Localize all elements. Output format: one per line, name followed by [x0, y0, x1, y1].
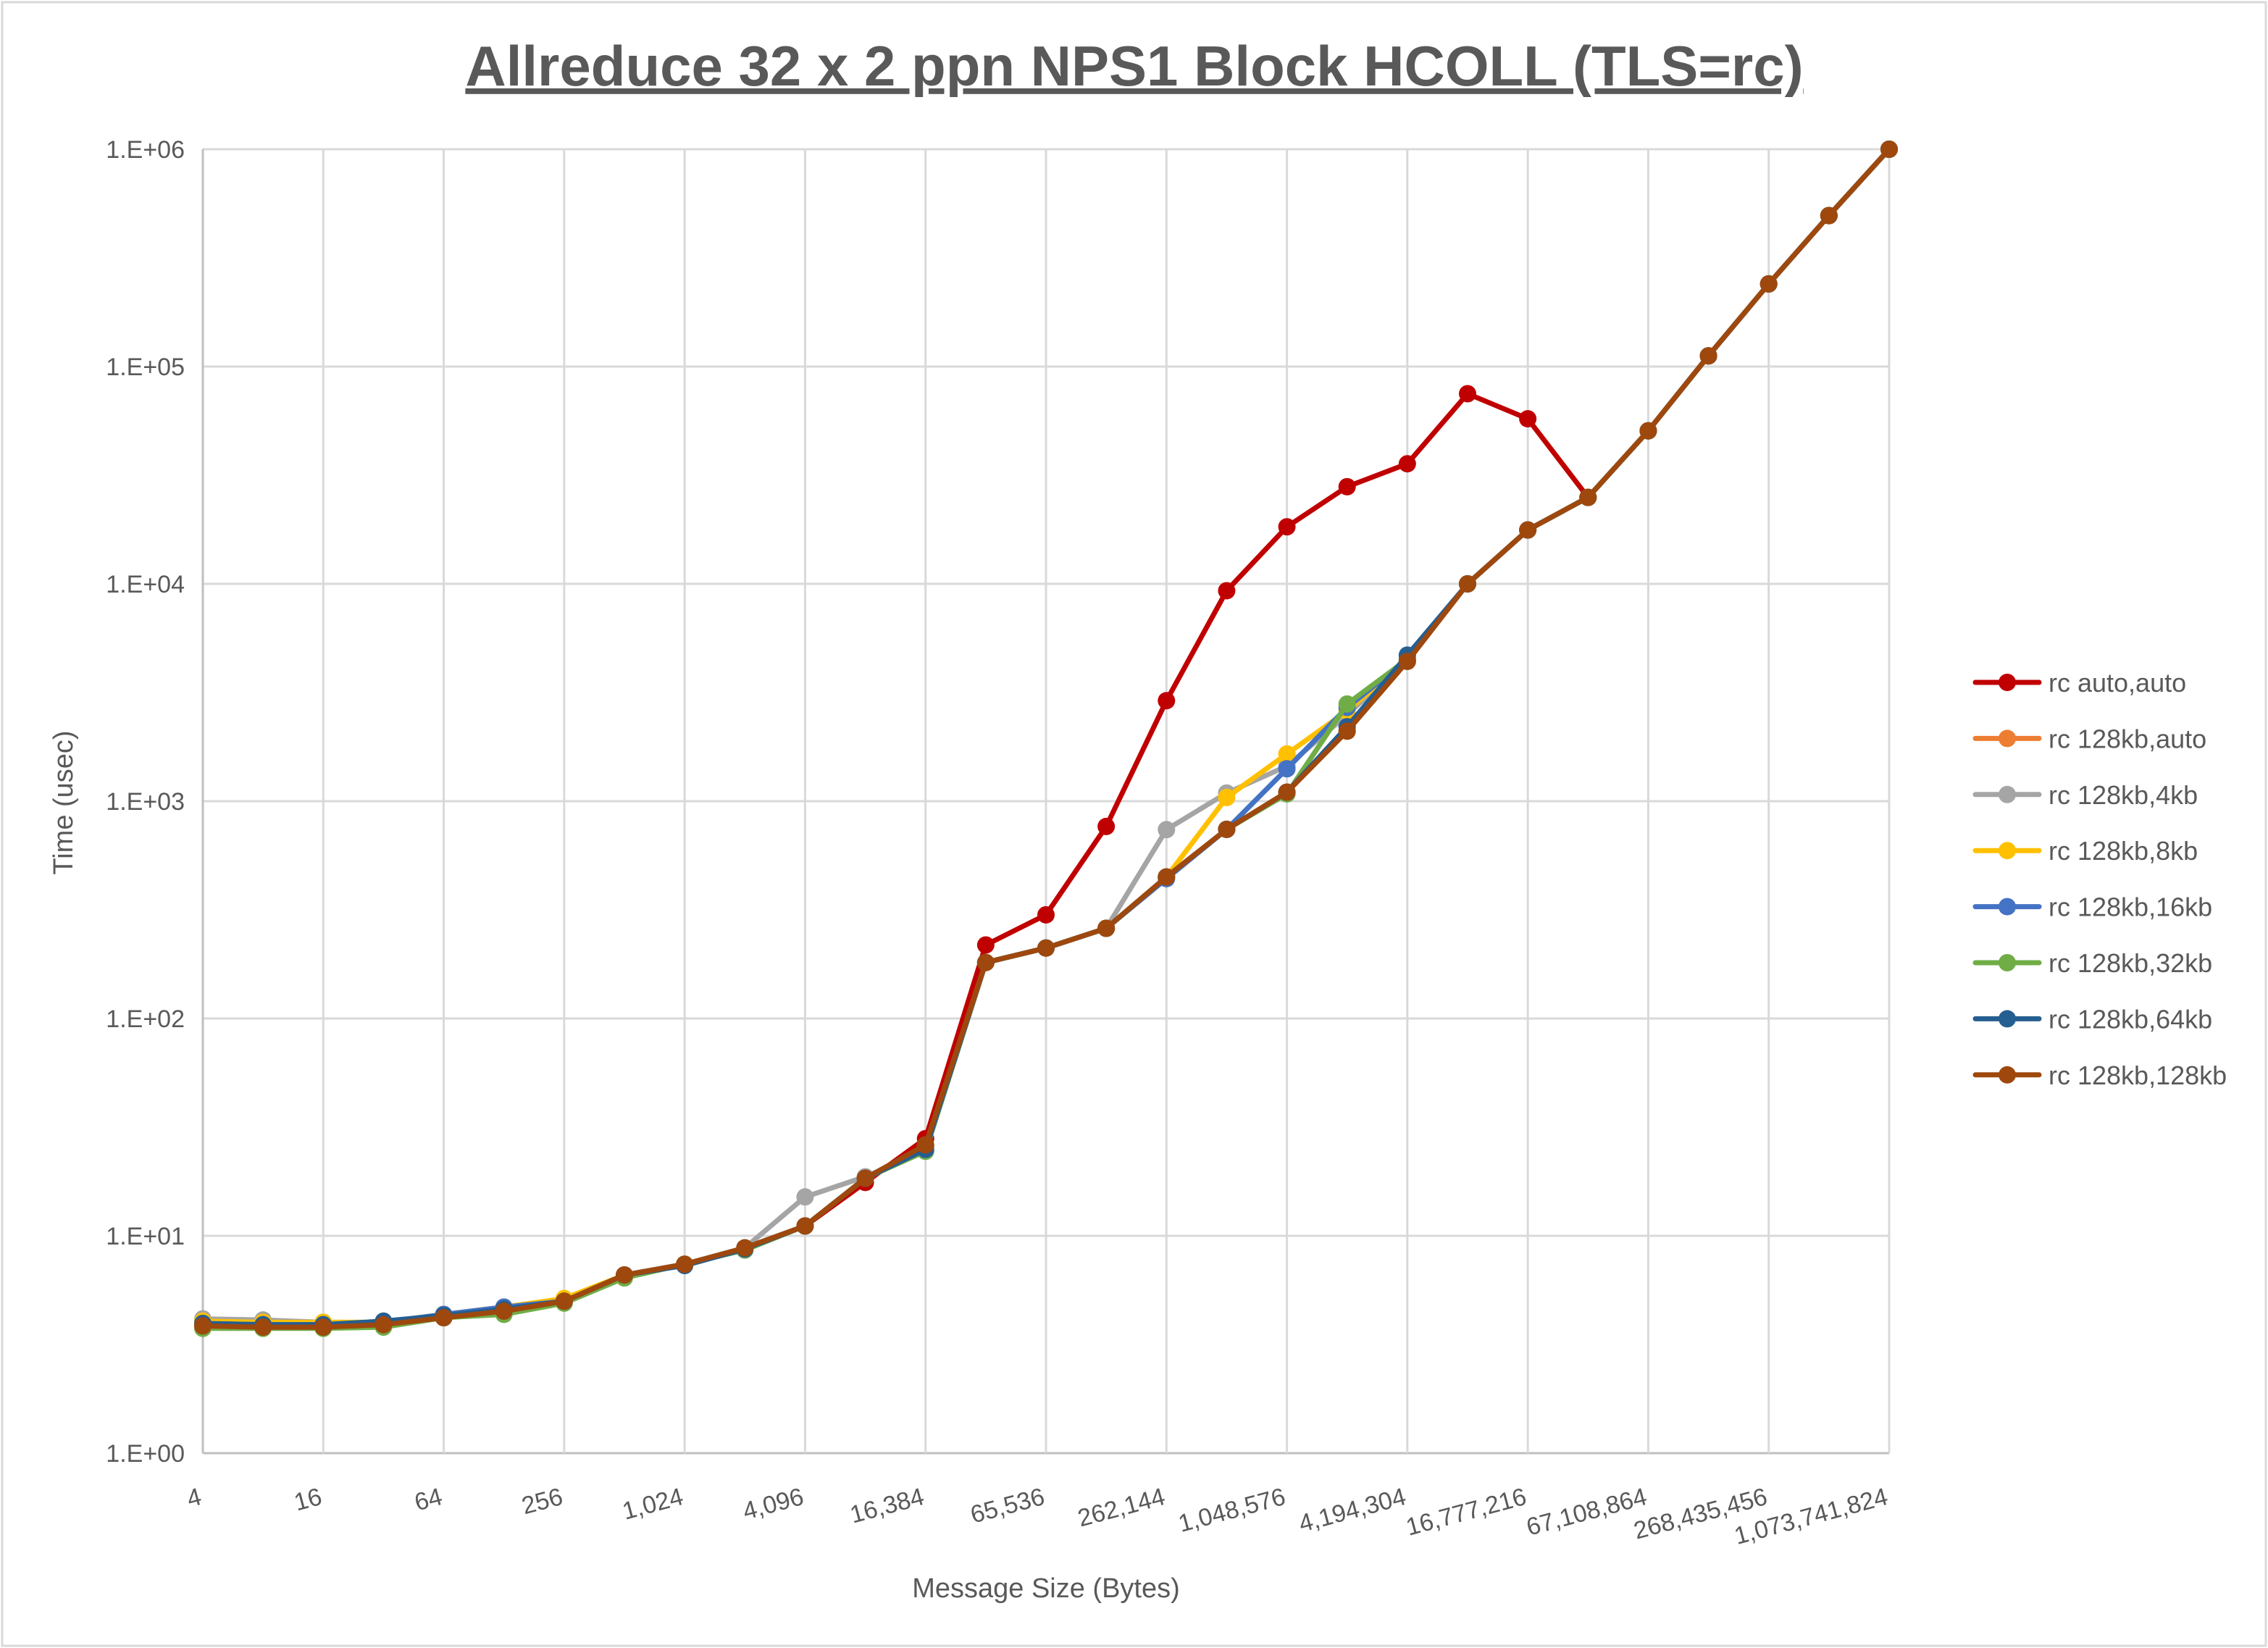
data-point — [1398, 652, 1416, 670]
legend-marker — [1999, 1066, 2016, 1084]
y-tick-label: 1.E+05 — [106, 354, 185, 381]
data-point — [1218, 788, 1236, 806]
data-point — [314, 1318, 332, 1337]
data-point — [1459, 385, 1476, 403]
y-tick-label: 1.E+00 — [106, 1440, 185, 1468]
data-point — [856, 1169, 874, 1187]
data-point — [1338, 695, 1356, 713]
legend-entry: rc 128kb,auto — [1972, 724, 2206, 753]
data-point — [1880, 141, 1898, 158]
data-point — [374, 1316, 393, 1334]
data-point — [1699, 347, 1717, 365]
data-point — [1639, 422, 1657, 440]
data-point — [616, 1266, 633, 1284]
legend-entry: rc 128kb,4kb — [1972, 780, 2198, 810]
legend-entry: rc 128kb,64kb — [1972, 1004, 2212, 1034]
data-point — [1759, 275, 1778, 293]
data-point — [1338, 722, 1356, 740]
data-point — [1097, 919, 1116, 937]
legend-entry: rc 128kb,16kb — [1972, 892, 2212, 922]
data-point — [1218, 820, 1236, 838]
legend-entry: rc 128kb,128kb — [1972, 1061, 2227, 1090]
data-point — [1037, 939, 1055, 957]
data-point — [435, 1309, 453, 1327]
data-point — [916, 1136, 934, 1154]
series-rc-128kb-128kb — [194, 141, 1898, 1337]
data-point — [796, 1188, 814, 1206]
legend-label: rc 128kb,8kb — [2049, 836, 2198, 866]
y-tick-label: 1.E+04 — [106, 571, 185, 598]
data-point — [1158, 868, 1176, 886]
data-point — [1579, 488, 1597, 506]
grid — [201, 148, 1891, 1455]
legend-label: rc 128kb,auto — [2049, 724, 2206, 753]
legend-marker — [1999, 785, 2016, 803]
legend: rc auto,auto rc 128kb,auto rc 128kb,4kb rc … — [1972, 668, 2227, 1090]
legend-label: rc 128kb,4kb — [2049, 780, 2198, 810]
y-tick-label: 1.E+02 — [106, 1005, 185, 1033]
data-point — [254, 1318, 272, 1337]
data-point — [1037, 905, 1055, 924]
data-point — [555, 1292, 573, 1310]
data-point — [976, 953, 995, 971]
legend-label: rc 128kb,16kb — [2049, 892, 2212, 922]
legend-label: rc 128kb,64kb — [2049, 1004, 2212, 1034]
legend-marker — [1999, 674, 2016, 691]
data-point — [1218, 582, 1236, 600]
data-point — [1278, 783, 1296, 801]
data-point — [1459, 575, 1476, 593]
data-point — [1278, 518, 1296, 536]
series-group — [194, 141, 1898, 1337]
y-axis-ticks: 1.E+00 1.E+01 1.E+02 1.E+03 1.E+04 1.E+05 1.E+… — [106, 136, 185, 1468]
data-point — [1278, 745, 1296, 763]
data-point — [796, 1217, 814, 1235]
data-point — [736, 1239, 754, 1257]
x-axis-label: Message Size (Bytes) — [912, 1573, 1180, 1604]
legend-label: rc 128kb,128kb — [2049, 1061, 2227, 1090]
legend-entry: rc auto,auto — [1972, 668, 2186, 698]
legend-label: rc 128kb,32kb — [2049, 948, 2212, 978]
data-point — [976, 936, 995, 954]
y-tick-label: 1.E+01 — [106, 1223, 185, 1250]
legend-marker — [1999, 898, 2016, 916]
legend-marker — [1999, 954, 2016, 971]
data-point — [1338, 477, 1356, 495]
y-tick-label: 1.E+06 — [106, 136, 185, 164]
data-point — [1820, 206, 1838, 225]
data-point — [1158, 692, 1176, 710]
y-axis-label: Time (usec) — [49, 730, 79, 874]
data-point — [1278, 760, 1296, 778]
data-point — [1398, 455, 1416, 473]
data-point — [495, 1302, 513, 1321]
data-point — [676, 1255, 694, 1273]
data-point — [194, 1317, 212, 1335]
y-tick-label: 1.E+03 — [106, 788, 185, 816]
legend-marker — [1999, 842, 2016, 860]
data-point — [1158, 821, 1176, 839]
data-point — [1519, 410, 1537, 428]
data-point — [1097, 817, 1116, 835]
chart-title: Allreduce 32 x 2 ppn NPS1 Block HCOLL (T… — [465, 34, 1803, 98]
legend-marker — [1999, 729, 2016, 748]
legend-entry: rc 128kb,32kb — [1972, 948, 2212, 978]
legend-entry: rc 128kb,8kb — [1972, 836, 2198, 866]
legend-label: rc auto,auto — [2049, 668, 2186, 698]
data-point — [1519, 521, 1537, 539]
legend-marker — [1999, 1010, 2016, 1028]
